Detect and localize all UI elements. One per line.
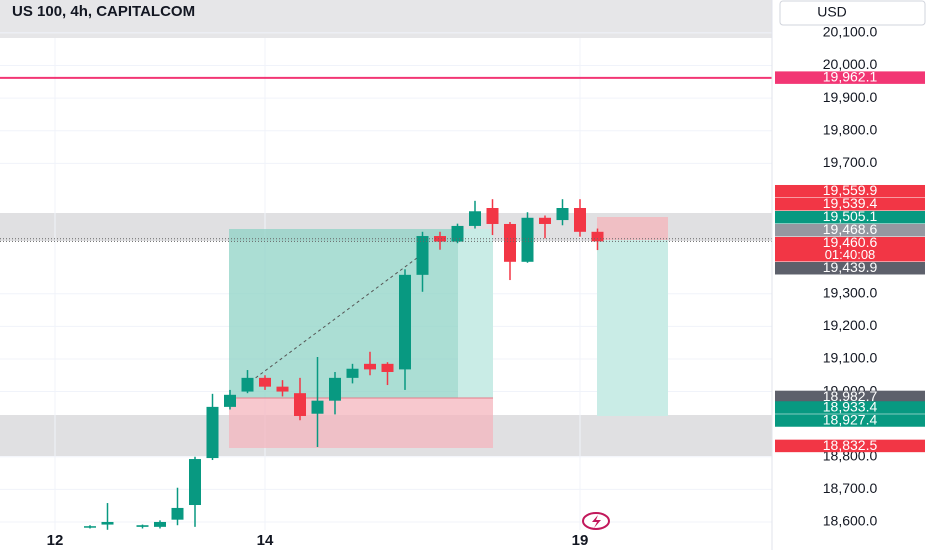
price-badge-label: 19,468.6 <box>823 221 878 237</box>
candles <box>0 76 772 530</box>
y-tick-label: 20,000.0 <box>823 56 878 72</box>
candle-body <box>101 521 114 525</box>
header-band <box>0 0 772 38</box>
candle-body <box>136 525 149 527</box>
candle-body <box>416 236 429 275</box>
x-tick-label: 14 <box>257 532 274 549</box>
candle-body <box>574 208 586 232</box>
candle-body <box>469 211 481 226</box>
candle-body <box>171 507 184 520</box>
price-badge <box>775 197 925 211</box>
y-tick-label: 18,600.0 <box>823 513 878 529</box>
candle-body <box>206 406 219 459</box>
price-badge <box>775 414 925 427</box>
candle-body <box>381 363 394 372</box>
candle-body <box>276 386 289 392</box>
stop-zone <box>229 398 493 448</box>
y-tick-label: 18,700.0 <box>823 480 878 496</box>
candle-body <box>224 394 236 407</box>
candle-body <box>504 223 516 262</box>
candle-body <box>399 274 411 370</box>
price-badge-label: 18,927.4 <box>823 411 878 427</box>
price-badge <box>775 223 925 237</box>
chart-title: US 100, 4h, CAPITALCOM <box>12 3 195 20</box>
price-badge-label: 19,539.4 <box>823 195 878 211</box>
candle-body <box>154 521 166 527</box>
y-tick-label: 19,100.0 <box>823 350 878 366</box>
price-badge <box>775 236 925 262</box>
candle-body <box>521 217 534 262</box>
price-badge <box>775 184 925 198</box>
trend-line <box>245 254 422 386</box>
price-axis: 20,100.0 20,000.0 19,900.0 19,800.0 19,700.0… <box>775 24 925 529</box>
candle-body <box>346 368 359 378</box>
y-tick-label: 19,900.0 <box>823 89 878 105</box>
candle-body <box>539 217 551 224</box>
candle-body <box>556 208 569 221</box>
price-badge-label: 19,460.6 <box>823 234 878 250</box>
candle-body <box>259 377 271 387</box>
candle-body <box>84 526 96 528</box>
candle-body <box>329 377 341 401</box>
price-badge <box>775 71 925 84</box>
y-tick-label: 19,300.0 <box>823 284 878 300</box>
price-badge <box>775 439 925 453</box>
y-tick-label: 19,700.0 <box>823 154 878 170</box>
alert-icon[interactable] <box>582 512 610 530</box>
price-badge-label: 19,559.9 <box>823 182 878 198</box>
price-badge-timer: 01:40:08 <box>825 247 876 262</box>
candle-body <box>189 459 201 506</box>
currency-box[interactable] <box>779 0 926 26</box>
price-badge <box>775 261 925 275</box>
price-badge-label: 18,933.4 <box>823 398 878 414</box>
candle-body <box>486 208 499 224</box>
currency-label: USD <box>817 4 847 20</box>
candle-body <box>311 400 324 414</box>
y-tick-label: 20,100.0 <box>823 24 878 40</box>
candle-body <box>294 393 306 417</box>
alert-icon-bolt <box>592 515 601 528</box>
stop-zone <box>597 217 668 240</box>
price-badge <box>775 390 925 404</box>
candle-body <box>241 377 254 392</box>
candle-body <box>591 231 604 242</box>
price-badge-label: 18,982.7 <box>823 388 878 404</box>
price-badge <box>775 210 925 224</box>
price-badge <box>775 401 925 414</box>
profit-zone <box>597 240 668 416</box>
price-badge-label: 19,962.1 <box>823 69 878 85</box>
candle-body <box>364 363 376 370</box>
price-badge-label: 19,439.9 <box>823 259 878 275</box>
x-tick-label: 12 <box>47 532 64 549</box>
price-badge-label: 18,832.5 <box>823 437 878 453</box>
price-badge-label: 19,505.1 <box>823 208 878 224</box>
candle-body <box>451 225 464 242</box>
candle-body <box>434 236 446 242</box>
profit-zone-ext <box>458 229 493 398</box>
y-tick-label: 19,200.0 <box>823 317 878 333</box>
x-tick-label: 19 <box>572 532 589 549</box>
y-tick-label: 19,800.0 <box>823 121 878 137</box>
